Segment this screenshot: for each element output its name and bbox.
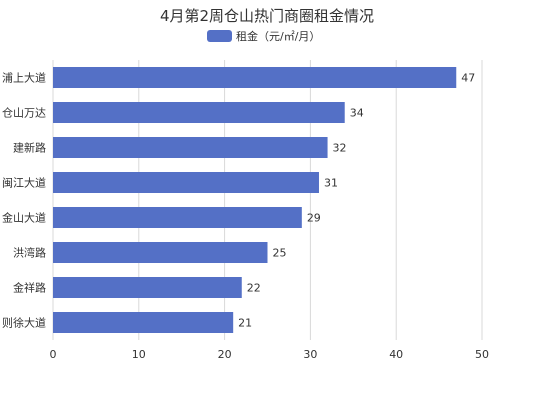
legend-label: 租金（元/㎡/月）: [236, 29, 320, 43]
bar[interactable]: [53, 242, 268, 263]
bar[interactable]: [53, 67, 457, 88]
x-tick-label: 0: [50, 348, 57, 361]
x-tick-label: 50: [475, 348, 489, 361]
bars: [53, 67, 457, 333]
bar[interactable]: [53, 172, 319, 193]
bar[interactable]: [53, 207, 302, 228]
category-label: 金祥路: [13, 281, 46, 295]
x-tick-label: 30: [303, 348, 317, 361]
category-label: 则徐大道: [2, 316, 46, 330]
bar[interactable]: [53, 277, 242, 298]
legend[interactable]: 租金（元/㎡/月）: [207, 29, 320, 43]
data-label: 21: [238, 317, 252, 330]
data-label: 29: [307, 212, 321, 225]
bar[interactable]: [53, 312, 234, 333]
x-tick-label: 10: [132, 348, 146, 361]
x-tick-label: 20: [218, 348, 232, 361]
category-label: 洪湾路: [13, 246, 46, 260]
data-label: 22: [247, 282, 261, 295]
bar[interactable]: [53, 137, 328, 158]
category-label: 金山大道: [2, 211, 46, 225]
data-label: 34: [350, 107, 364, 120]
chart-title: 4月第2周仓山热门商圈租金情况: [160, 7, 374, 25]
category-label: 闽江大道: [2, 176, 46, 190]
data-label: 31: [324, 177, 338, 190]
x-axis-ticks: 0 10 20 30 40 50: [50, 348, 490, 361]
data-label: 32: [333, 142, 347, 155]
category-label: 建新路: [13, 141, 46, 155]
data-label: 25: [273, 247, 287, 260]
category-label: 浦上大道: [2, 71, 46, 85]
category-label: 仓山万达: [2, 106, 46, 120]
data-label: 47: [461, 72, 475, 85]
bar[interactable]: [53, 102, 345, 123]
legend-swatch: [207, 30, 232, 42]
x-tick-label: 40: [389, 348, 403, 361]
data-labels: 47 34 32 31 29 25 22 21: [238, 72, 475, 330]
